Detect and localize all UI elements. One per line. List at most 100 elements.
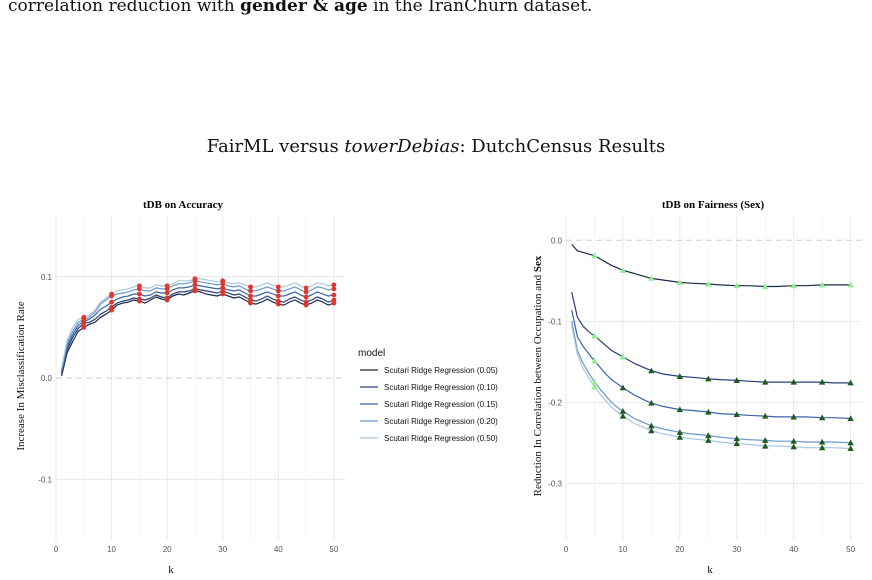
series-line bbox=[571, 244, 851, 288]
data-point-marker bbox=[136, 283, 142, 289]
x-tick-label: 40 bbox=[274, 545, 283, 554]
data-point-marker bbox=[762, 442, 769, 449]
data-point-marker bbox=[705, 280, 712, 287]
x-tick-label: 10 bbox=[618, 545, 627, 554]
right-chart-panel: 0 10 20 30 40 50 0.0 -0.1 -0.2 -0.3 bbox=[548, 216, 862, 554]
figure-title: FairML versus towerDebias: DutchCensus R… bbox=[0, 136, 872, 157]
data-point-marker bbox=[790, 378, 797, 385]
figure-title-prefix: FairML versus bbox=[206, 136, 345, 157]
right-y-axis-label-bold: Sex bbox=[532, 255, 544, 272]
series-line bbox=[61, 278, 335, 369]
left-chart-panel: 0 10 20 30 40 50 -0.1 0.0 0.1 bbox=[38, 216, 345, 554]
data-point-marker bbox=[818, 378, 826, 385]
data-point-marker bbox=[648, 422, 655, 429]
data-point-marker bbox=[648, 399, 655, 406]
data-point-marker bbox=[818, 414, 826, 421]
data-point-marker bbox=[762, 437, 769, 443]
left-chart-title: tDB on Accuracy bbox=[143, 199, 224, 211]
legend-entry-label: Scutari Ridge Regression (0.50) bbox=[384, 434, 498, 443]
data-point-marker bbox=[847, 439, 854, 446]
data-point-marker bbox=[591, 357, 598, 364]
data-point-marker bbox=[818, 444, 826, 451]
data-point-marker bbox=[303, 299, 309, 305]
x-tick-label: 40 bbox=[789, 545, 798, 554]
data-point-marker bbox=[619, 353, 627, 360]
y-tick-label: 0.1 bbox=[41, 273, 53, 282]
data-point-marker bbox=[591, 378, 598, 385]
legend-entry-label: Scutari Ridge Regression (0.15) bbox=[384, 400, 498, 409]
data-point-marker bbox=[248, 297, 253, 303]
data-point-marker bbox=[733, 435, 740, 442]
x-tick-label: 20 bbox=[163, 545, 172, 554]
data-point-marker bbox=[591, 252, 598, 259]
data-point-marker bbox=[733, 411, 740, 418]
data-point-marker bbox=[192, 286, 198, 292]
y-tick-label: 0.0 bbox=[41, 374, 53, 383]
right-x-axis-label: k bbox=[707, 564, 713, 576]
x-tick-label: 50 bbox=[846, 545, 855, 554]
data-point-marker bbox=[164, 290, 170, 296]
data-point-marker bbox=[331, 297, 337, 303]
y-tick-label: -0.1 bbox=[548, 317, 562, 326]
y-tick-label: -0.2 bbox=[548, 398, 562, 407]
data-point-marker bbox=[619, 408, 627, 414]
data-point-marker bbox=[275, 284, 281, 290]
x-tick-label: 30 bbox=[732, 545, 741, 554]
data-point-marker bbox=[676, 373, 684, 379]
data-point-marker bbox=[847, 415, 854, 422]
caption-suffix: in the IranChurn dataset. bbox=[367, 0, 593, 16]
data-point-marker bbox=[705, 437, 712, 443]
series-line bbox=[61, 288, 335, 375]
data-point-marker bbox=[648, 427, 655, 434]
data-point-marker bbox=[847, 445, 854, 452]
x-tick-label: 50 bbox=[329, 545, 338, 554]
data-point-marker bbox=[790, 413, 797, 420]
data-point-marker bbox=[847, 379, 854, 386]
data-point-marker bbox=[676, 406, 684, 413]
data-point-marker bbox=[676, 433, 684, 440]
caption-prefix: correlation reduction with bbox=[8, 0, 241, 16]
data-point-marker bbox=[220, 278, 226, 284]
data-point-marker bbox=[192, 282, 198, 288]
data-point-marker bbox=[619, 267, 627, 273]
data-point-marker bbox=[705, 432, 712, 439]
data-point-marker bbox=[248, 293, 253, 299]
data-point-marker bbox=[331, 286, 337, 292]
series-line bbox=[571, 325, 851, 450]
data-point-marker bbox=[818, 281, 826, 288]
data-point-marker bbox=[733, 377, 740, 383]
data-point-marker bbox=[762, 283, 769, 290]
data-point-marker bbox=[818, 438, 826, 445]
y-tick-label: -0.1 bbox=[38, 475, 52, 484]
right-y-axis-label-prefix: Reduction In Correlation between Occupat… bbox=[532, 272, 544, 496]
data-point-marker bbox=[676, 279, 684, 285]
left-y-axis-label: Increase In Misclassification Rate bbox=[15, 301, 27, 450]
data-point-marker bbox=[705, 375, 712, 382]
data-point-marker bbox=[790, 437, 797, 444]
legend: Scutari Ridge Regression (0.05) Scutari R… bbox=[360, 366, 498, 443]
left-x-axis-label: k bbox=[168, 564, 174, 576]
data-point-marker bbox=[109, 291, 114, 297]
x-tick-label: 0 bbox=[564, 545, 569, 554]
data-point-marker bbox=[164, 295, 170, 301]
right-y-axis-label: Reduction In Correlation between Occupat… bbox=[532, 255, 544, 496]
data-point-marker bbox=[733, 440, 740, 447]
x-tick-label: 0 bbox=[54, 545, 59, 554]
data-point-marker bbox=[275, 298, 281, 304]
legend-entry-label: Scutari Ridge Regression (0.05) bbox=[384, 366, 498, 375]
data-point-marker bbox=[136, 296, 142, 302]
series-line bbox=[61, 280, 335, 371]
data-point-marker bbox=[136, 291, 142, 297]
figure-title-suffix: : DutchCensus Results bbox=[459, 136, 666, 157]
data-point-marker bbox=[790, 282, 797, 289]
x-tick-label: 20 bbox=[675, 545, 684, 554]
legend-entry-label: Scutari Ridge Regression (0.20) bbox=[384, 417, 498, 426]
data-point-marker bbox=[303, 294, 309, 300]
data-point-marker bbox=[192, 276, 198, 282]
data-point-marker bbox=[220, 285, 226, 291]
legend-entry-label: Scutari Ridge Regression (0.10) bbox=[384, 383, 498, 392]
data-point-marker bbox=[303, 285, 309, 291]
data-point-marker bbox=[762, 378, 769, 385]
data-point-marker bbox=[331, 282, 337, 288]
